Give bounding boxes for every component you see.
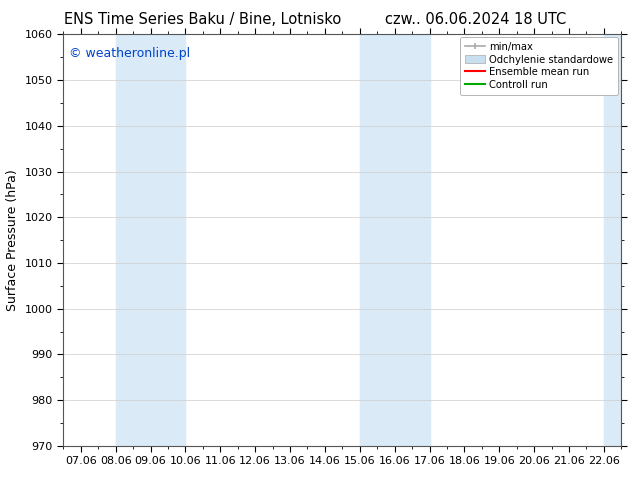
Y-axis label: Surface Pressure (hPa): Surface Pressure (hPa) (6, 169, 19, 311)
Bar (359, 34, 429, 446)
Bar (116, 34, 185, 446)
Text: © weatheronline.pl: © weatheronline.pl (69, 47, 190, 60)
Legend: min/max, Odchylenie standardowe, Ensemble mean run, Controll run: min/max, Odchylenie standardowe, Ensembl… (460, 37, 618, 95)
Bar (604, 34, 621, 446)
Text: czw.. 06.06.2024 18 UTC: czw.. 06.06.2024 18 UTC (385, 12, 566, 27)
Text: ENS Time Series Baku / Bine, Lotnisko: ENS Time Series Baku / Bine, Lotnisko (64, 12, 342, 27)
